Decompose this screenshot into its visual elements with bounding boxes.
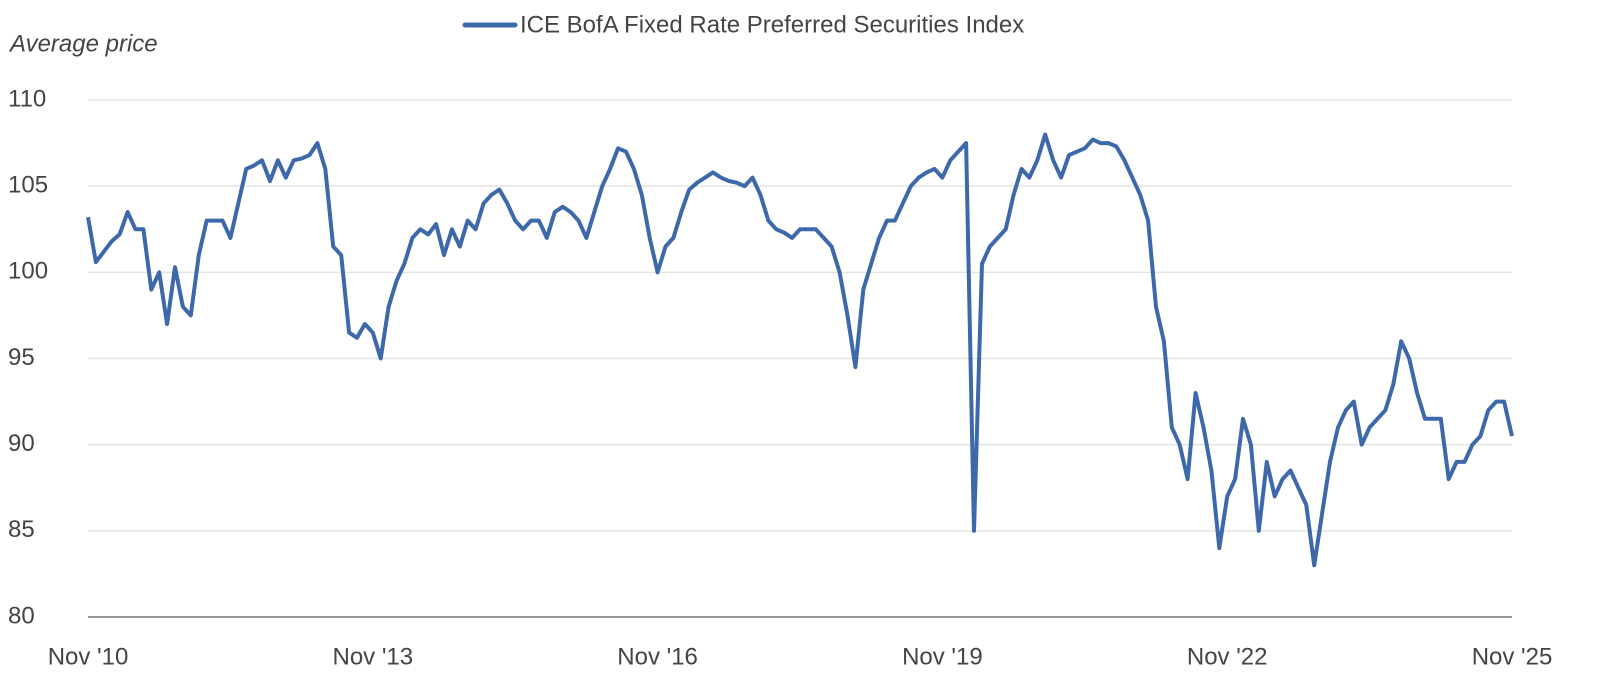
x-tick-label: Nov '13 bbox=[332, 643, 413, 670]
legend-label: ICE BofA Fixed Rate Preferred Securities… bbox=[520, 11, 1024, 38]
y-tick-label: 85 bbox=[8, 516, 35, 543]
x-tick-label: Nov '22 bbox=[1187, 643, 1268, 670]
y-tick-label: 80 bbox=[8, 602, 35, 629]
y-tick-label: 90 bbox=[8, 430, 35, 457]
x-tick-label: Nov '16 bbox=[617, 643, 698, 670]
y-tick-label: 95 bbox=[8, 344, 35, 371]
x-tick-label: Nov '25 bbox=[1472, 643, 1553, 670]
line bbox=[86, 132, 1514, 568]
y-tick-label: 100 bbox=[8, 258, 48, 285]
x-tick-label: Nov '10 bbox=[48, 643, 129, 670]
y-tick-label: 110 bbox=[8, 85, 46, 112]
x-tick-label: Nov '19 bbox=[902, 643, 983, 670]
y-tick-label: 105 bbox=[8, 172, 48, 199]
y-axis-label: Average price bbox=[8, 30, 158, 57]
